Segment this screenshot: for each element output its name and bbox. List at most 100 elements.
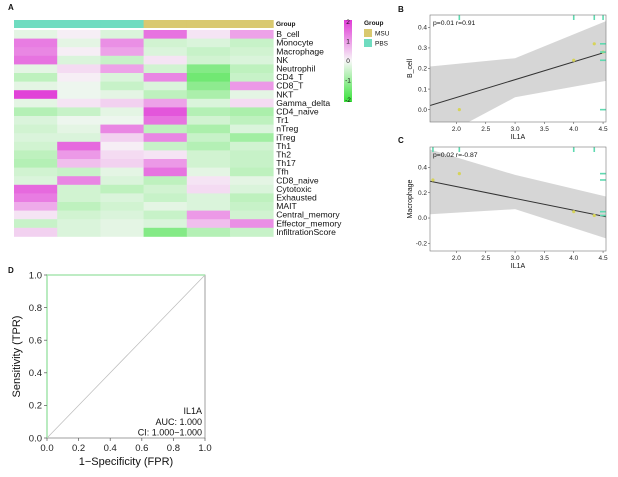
heatmap-cell — [230, 176, 274, 186]
heatmap-cell — [100, 107, 144, 117]
colorbar-tick-label: -1 — [345, 78, 351, 85]
heatmap-cell — [230, 124, 274, 134]
panel-a-letter: A — [8, 3, 14, 12]
heatmap-cell — [186, 64, 231, 74]
scatter-point — [592, 213, 596, 218]
heatmap-cell — [14, 116, 58, 125]
heatmap-cell — [186, 159, 231, 168]
y-tick-label: 0.0 — [418, 107, 427, 114]
group-bar-cell — [230, 20, 274, 28]
heatmap-row-label: Th1 — [276, 141, 291, 151]
scatter-point — [572, 210, 576, 214]
heatmap-cell — [143, 184, 188, 194]
panel-b-letter: B — [398, 5, 404, 14]
x-tick-label: 4.5 — [599, 126, 608, 133]
heatmap-cell — [186, 167, 231, 177]
x-tick-label: 3.5 — [540, 126, 549, 133]
heatmap-cell — [14, 90, 58, 100]
roc-x-tick-label: 0.4 — [104, 443, 117, 454]
heatmap-row-label: nTreg — [276, 124, 298, 134]
heatmap-cell — [186, 176, 231, 186]
heatmap-cell — [14, 55, 58, 65]
group-bar-cell — [100, 20, 145, 28]
heatmap-cell — [143, 227, 188, 237]
y-tick-label: 0.1 — [418, 86, 427, 93]
heatmap-row-label: B_cell — [276, 29, 299, 39]
scatter-b-plot: 2.0 2.5 3.0 3.5 4.0 4.5 0.0 0.1 0.2 0.3 0.4 IL1A B_c… — [407, 14, 608, 141]
heatmap-cell — [57, 116, 101, 125]
x-tick-label: 2.5 — [481, 255, 490, 262]
heatmap-cell — [143, 124, 188, 134]
heatmap-cell — [143, 64, 188, 74]
heatmap-cell — [57, 202, 101, 211]
heatmap-cell — [14, 81, 58, 91]
roc-x-tick-label: 1.0 — [198, 443, 211, 454]
heatmap-cell — [14, 150, 58, 160]
heatmap-row-label: Central_memory — [276, 210, 340, 220]
heatmap-cell — [143, 159, 188, 168]
heatmap-row-label: Th2 — [276, 150, 291, 160]
heatmap-cell — [143, 73, 188, 82]
heatmap-cell — [100, 30, 144, 39]
roc-auc-label: AUC: 1.000 — [155, 417, 202, 427]
heatmap-cell — [143, 55, 188, 65]
heatmap-cell — [14, 47, 58, 57]
heatmap-cell — [14, 193, 58, 203]
heatmap-cell — [230, 55, 274, 65]
heatmap-row-label: CD8_naive — [276, 175, 319, 185]
regression-line — [430, 51, 606, 107]
x-tick-label: 2.0 — [452, 126, 461, 133]
roc-x-tick-label: 0.2 — [72, 443, 85, 454]
heatmap-cell — [100, 55, 144, 65]
heatmap-cell — [57, 98, 101, 108]
heatmap-cell — [57, 38, 101, 48]
legend-label-pbs: PBS — [375, 41, 389, 48]
roc-ci-label: CI: 1.000−1.000 — [138, 428, 202, 438]
roc-y-tick-label: 1.0 — [29, 270, 42, 281]
heatmap-cell — [143, 90, 188, 100]
heatmap-cell — [230, 150, 274, 160]
heatmap-row-label: NK — [276, 55, 288, 65]
heatmap-row-label: InfiltrationScore — [276, 227, 336, 237]
heatmap-row-label: Tfh — [276, 167, 289, 177]
scatter-point — [431, 178, 435, 182]
group-bar-cell — [57, 20, 101, 28]
heatmap-cell — [14, 133, 58, 143]
heatmap-cell — [143, 107, 188, 117]
heatmap-cell — [57, 64, 101, 74]
heatmap-row-label: Gamma_delta — [276, 98, 330, 108]
x-tick-label: 3.5 — [540, 255, 549, 262]
heatmap-cell — [230, 202, 274, 211]
group-annotation-bar — [14, 20, 274, 28]
heatmap-cell — [230, 81, 274, 91]
y-tick-label: 0.4 — [418, 25, 427, 32]
heatmap-cell — [230, 210, 274, 220]
heatmap-cell — [57, 184, 101, 194]
heatmap-cell — [186, 47, 231, 57]
x-tick-label: 4.5 — [599, 255, 608, 262]
heatmap-cell — [100, 219, 144, 229]
roc-x-axis-label: 1−Specificity (FPR) — [79, 456, 173, 468]
heatmap-cell — [57, 30, 101, 39]
heatmap-cell — [143, 219, 188, 229]
heatmap-cell — [143, 193, 188, 203]
y-axis-label: B_cell — [407, 59, 414, 79]
group-bar-cell — [143, 20, 188, 28]
heatmap-cell — [100, 47, 144, 57]
heatmap-cell — [186, 90, 231, 100]
heatmap-cell — [57, 124, 101, 134]
heatmap-cell — [186, 124, 231, 134]
x-tick-label: 2.0 — [452, 255, 461, 262]
scatter-point — [457, 108, 461, 112]
roc-x-tick-label: 0.6 — [135, 443, 148, 454]
heatmap-cell — [143, 47, 188, 57]
heatmap-row-label: Macrophage — [276, 46, 324, 56]
heatmap-cell — [57, 159, 101, 168]
heatmap-cell — [100, 64, 144, 74]
heatmap-cell — [143, 133, 188, 143]
y-tick-label: 0.3 — [418, 45, 427, 52]
heatmap-cell — [100, 210, 144, 220]
heatmap-cell — [14, 227, 58, 237]
heatmap-cell — [143, 98, 188, 108]
heatmap-cell — [143, 38, 188, 48]
